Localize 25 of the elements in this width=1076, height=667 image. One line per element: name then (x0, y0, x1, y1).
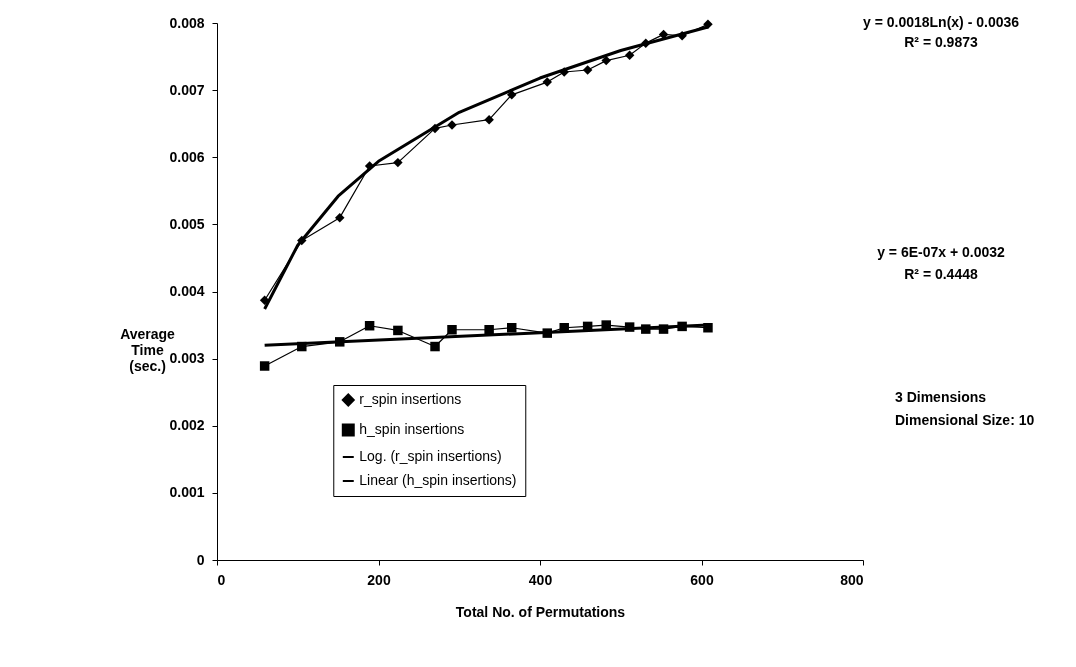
text: y = 6E-07x + 0.0032 (877, 244, 1006, 260)
y-tick-label: 0.004 (169, 283, 205, 299)
y-tick-label: 0.007 (169, 81, 205, 98)
y-tick-label: 0.008 (169, 14, 205, 31)
x-tick-label: 0 (217, 571, 226, 588)
x-axis-title: Total No. of Permutations (455, 603, 626, 620)
text: R² = 0.4448 (904, 266, 978, 282)
legend-label: Linear (h_spin insertions) (359, 472, 517, 488)
text: Dimensional Size: 10 (895, 412, 1035, 428)
y-tick-label: 0.001 (169, 484, 205, 501)
text: 3 Dimensions (895, 389, 987, 405)
y-tick-label: 0.006 (169, 148, 205, 165)
y-tick-label: 0.003 (169, 350, 205, 367)
legend-label: Log. (r_spin insertions) (359, 448, 502, 464)
y-tick-label: 0.002 (169, 417, 205, 434)
annotation: y = 0.0018Ln(x) - 0.0036 (862, 14, 1020, 30)
x-tick-label: 800 (840, 571, 864, 588)
x-tick-label: 400 (528, 571, 553, 588)
y-tick-label: 0 (196, 551, 205, 568)
x-tick-label: 200 (367, 571, 391, 588)
text: R² = 0.9873 (904, 34, 978, 50)
x-tick-label: 600 (690, 571, 714, 588)
y-tick-label: 0.005 (169, 215, 205, 232)
legend-label: h_spin insertions (359, 421, 465, 437)
legend-label: r_spin insertions (359, 391, 462, 407)
